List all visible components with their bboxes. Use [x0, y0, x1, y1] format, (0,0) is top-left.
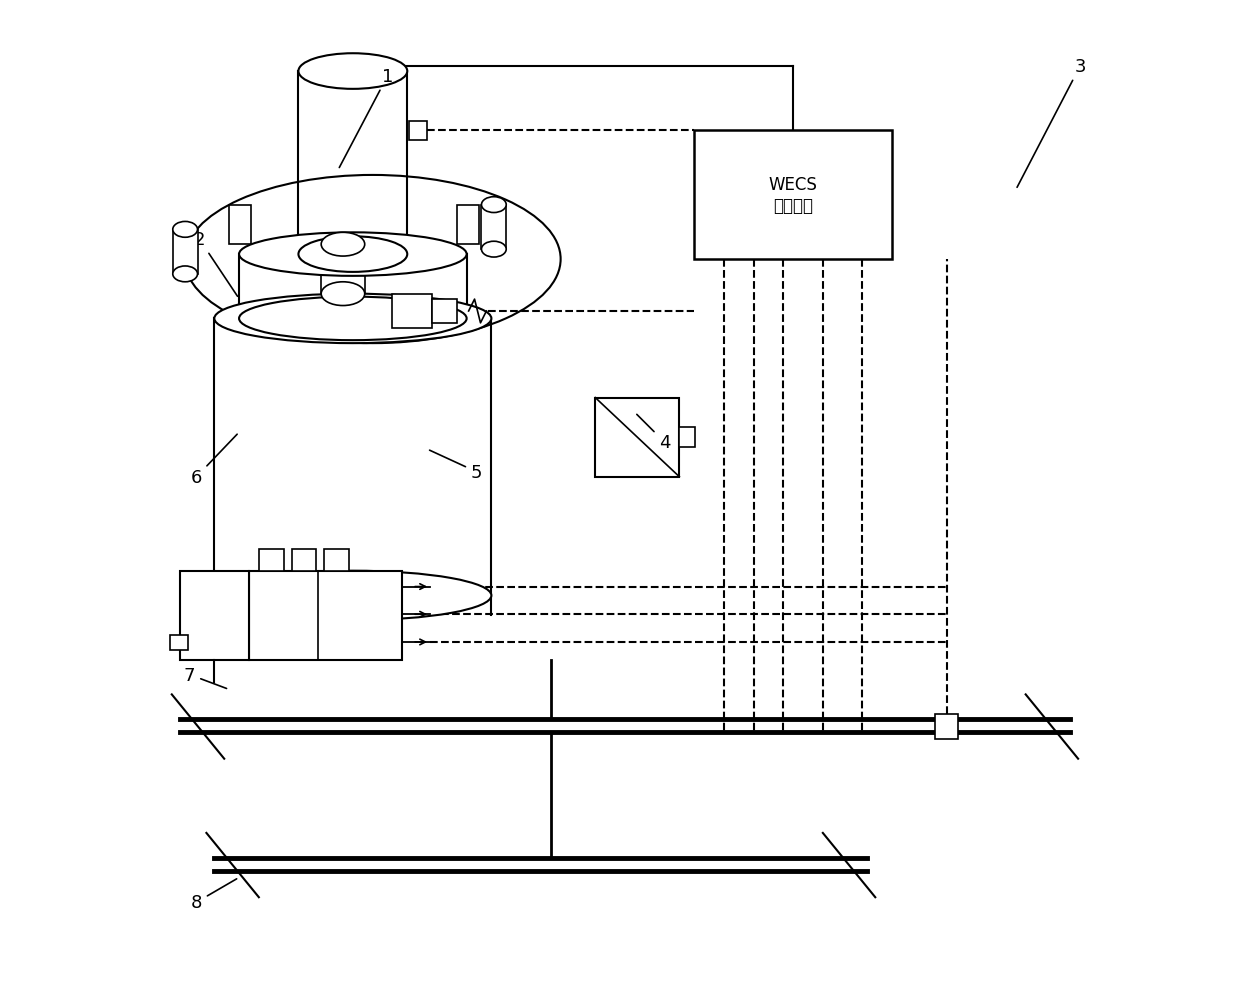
- Text: 1: 1: [340, 68, 393, 168]
- Ellipse shape: [215, 572, 491, 620]
- Ellipse shape: [299, 55, 407, 89]
- Ellipse shape: [321, 282, 365, 306]
- Text: 6: 6: [191, 434, 237, 486]
- Bar: [935, 715, 959, 740]
- Ellipse shape: [299, 237, 407, 272]
- Ellipse shape: [172, 266, 197, 282]
- Bar: [694, 131, 892, 259]
- Bar: [432, 299, 456, 324]
- Bar: [229, 206, 250, 245]
- Bar: [180, 572, 249, 660]
- Ellipse shape: [481, 242, 506, 257]
- Bar: [409, 121, 427, 141]
- Bar: [481, 206, 506, 249]
- Ellipse shape: [321, 233, 365, 256]
- Text: 7: 7: [184, 666, 227, 689]
- Bar: [680, 427, 696, 447]
- Bar: [324, 550, 348, 572]
- Ellipse shape: [172, 223, 197, 238]
- Bar: [172, 231, 197, 274]
- Ellipse shape: [215, 294, 491, 344]
- Bar: [456, 206, 479, 245]
- Bar: [259, 550, 284, 572]
- Ellipse shape: [239, 297, 466, 341]
- Text: 3: 3: [1017, 58, 1086, 188]
- Bar: [291, 550, 316, 572]
- Text: 5: 5: [429, 450, 482, 481]
- Bar: [392, 294, 432, 329]
- Bar: [170, 635, 187, 650]
- Ellipse shape: [481, 198, 506, 214]
- Text: 2: 2: [193, 231, 238, 297]
- Ellipse shape: [239, 233, 466, 276]
- Text: 8: 8: [191, 879, 237, 911]
- Text: WECS
控制系统: WECS 控制系统: [769, 176, 817, 215]
- Text: 4: 4: [637, 414, 671, 451]
- Bar: [595, 399, 680, 477]
- Bar: [249, 572, 402, 660]
